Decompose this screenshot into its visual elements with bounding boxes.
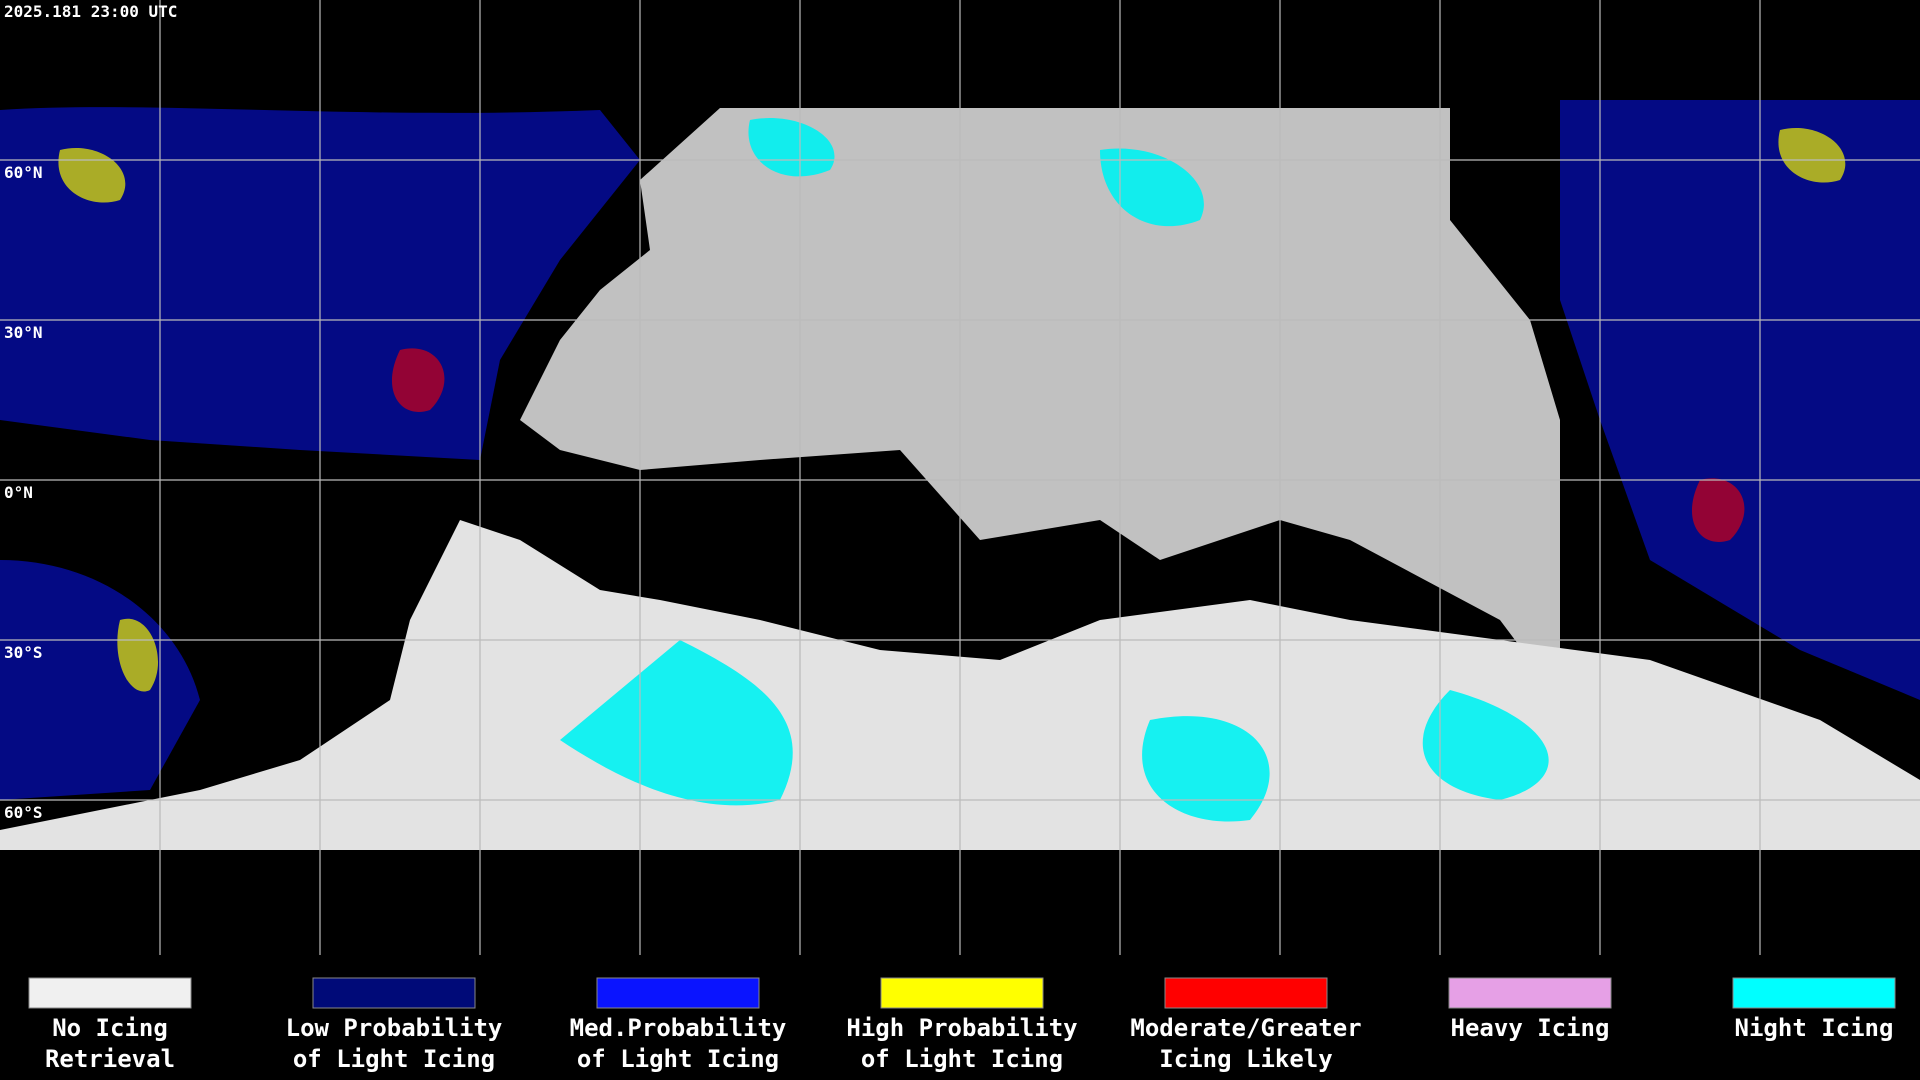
legend-swatch bbox=[312, 977, 476, 1009]
legend-label: Night Icing bbox=[1735, 1014, 1894, 1042]
lat-label: 60°N bbox=[4, 163, 43, 182]
legend: No Icing Retrieval Low Probability of Light… bbox=[28, 977, 1896, 1073]
lat-label: 30°S bbox=[4, 643, 43, 662]
legend-label: of Light Icing bbox=[293, 1045, 495, 1073]
legend-label: Icing Likely bbox=[1159, 1045, 1332, 1073]
legend-swatch bbox=[1732, 977, 1896, 1009]
legend-swatch bbox=[596, 977, 760, 1009]
legend-label: Med.Probability bbox=[570, 1014, 787, 1042]
legend-label: Retrieval bbox=[45, 1045, 175, 1073]
legend-label: Low Probability bbox=[286, 1014, 503, 1042]
legend-label: of Light Icing bbox=[577, 1045, 779, 1073]
timestamp: 2025.181 23:00 UTC bbox=[4, 2, 177, 21]
legend-swatch bbox=[1164, 977, 1328, 1009]
lat-labels: 60°N 30°N 0°N 30°S 60°S bbox=[4, 163, 43, 822]
legend-swatch bbox=[1448, 977, 1612, 1009]
legend-label: High Probability bbox=[846, 1014, 1077, 1042]
legend-label: Heavy Icing bbox=[1451, 1014, 1610, 1042]
night-icing-region bbox=[560, 118, 1549, 822]
graticule bbox=[0, 0, 1920, 955]
legend-swatch bbox=[28, 977, 192, 1009]
lat-label: 30°N bbox=[4, 323, 43, 342]
legend-label: No Icing bbox=[52, 1014, 168, 1042]
legend-label: Moderate/Greater bbox=[1130, 1014, 1361, 1042]
cloud-region bbox=[520, 108, 1560, 700]
lat-label: 0°N bbox=[4, 483, 33, 502]
legend-label: of Light Icing bbox=[861, 1045, 1063, 1073]
lat-label: 60°S bbox=[4, 803, 43, 822]
legend-swatch bbox=[880, 977, 1044, 1009]
